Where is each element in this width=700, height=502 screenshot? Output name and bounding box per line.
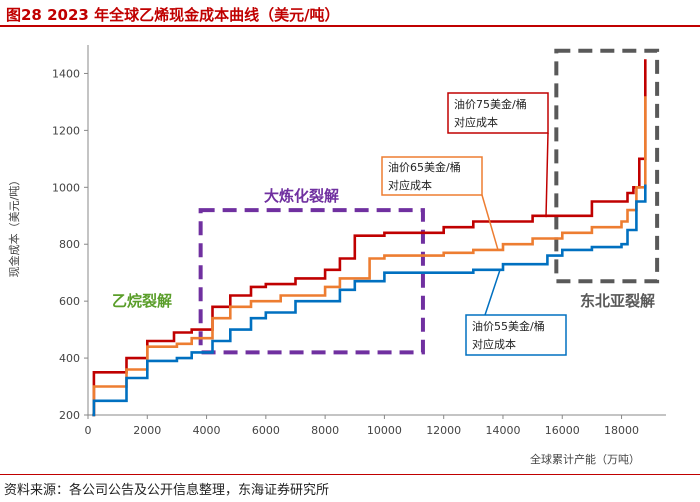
x-tick-label: 0 <box>85 424 92 437</box>
region-boxes <box>198 48 660 355</box>
annotation-65-line1: 油价65美金/桶 <box>388 160 461 174</box>
y-tick-label: 1400 <box>52 67 80 80</box>
x-tick-label: 12000 <box>426 424 461 437</box>
y-tick-label: 400 <box>59 352 80 365</box>
annotation-65-line2: 对应成本 <box>388 178 432 192</box>
series-line-75 <box>92 59 647 417</box>
annotation-box-75 <box>447 92 549 134</box>
chart-title: 图28 2023 年全球乙烯现金成本曲线（美元/吨） <box>6 6 340 24</box>
leader-line-65 <box>481 194 499 251</box>
y-tick-label: 200 <box>59 409 80 422</box>
annotation-75-line1: 油价75美金/桶 <box>454 97 527 111</box>
region-label-refinery: 大炼化裂解 <box>264 187 339 205</box>
annotation-box-55 <box>465 314 567 356</box>
x-tick-label: 18000 <box>604 424 639 437</box>
annotation-55-line1: 油价55美金/桶 <box>472 319 545 333</box>
refinery-cracking-box <box>198 208 425 355</box>
y-tick-label: 800 <box>59 238 80 251</box>
series-line-55 <box>92 184 647 417</box>
series-line-65 <box>92 96 647 417</box>
y-tick-label: 600 <box>59 295 80 308</box>
x-tick-label: 10000 <box>367 424 402 437</box>
y-axis-title: 现金成本（美元/吨） <box>7 175 21 278</box>
y-tick-label: 1000 <box>52 181 80 194</box>
leader-line-55 <box>484 269 501 316</box>
x-axis-title: 全球累计产能（万吨） <box>530 452 640 466</box>
x-tick-label: 8000 <box>311 424 339 437</box>
x-tick-label: 6000 <box>252 424 280 437</box>
y-tick-label: 1200 <box>52 124 80 137</box>
annotation-box-65 <box>381 156 483 196</box>
region-label-ethane: 乙烷裂解 <box>112 292 172 310</box>
source-note: 资料来源：各公司公告及公开信息整理，东海证券研究所 <box>4 483 330 498</box>
x-tick-label: 16000 <box>545 424 580 437</box>
x-tick-label: 4000 <box>193 424 221 437</box>
leader-line-75 <box>545 132 549 218</box>
x-tick-label: 2000 <box>133 424 161 437</box>
source-divider <box>0 474 700 475</box>
series-lines <box>92 59 647 417</box>
title-divider <box>0 25 700 27</box>
x-tick-label: 14000 <box>485 424 520 437</box>
annotation-75-line2: 对应成本 <box>454 115 498 129</box>
northeast-asia-cracking-box <box>554 48 660 284</box>
annotation-55-line2: 对应成本 <box>472 337 516 351</box>
region-label-northeast-asia: 东北亚裂解 <box>580 292 655 310</box>
annotation-leaders <box>481 132 549 316</box>
